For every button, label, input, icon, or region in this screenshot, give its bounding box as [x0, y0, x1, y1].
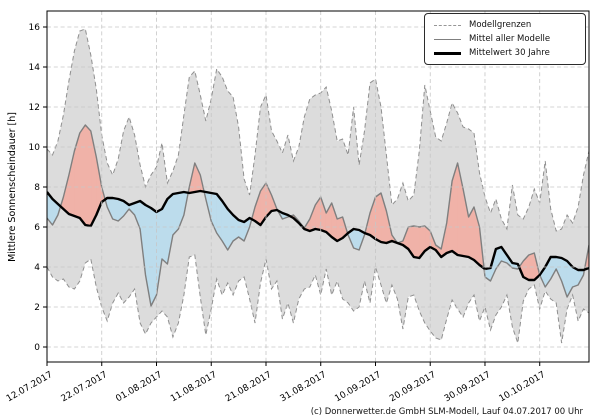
model-range-fill: [47, 29, 589, 343]
legend-label: Modellgrenzen: [469, 20, 532, 30]
y-axis-title: Mittlere Sonnenscheindauer [h]: [7, 112, 18, 262]
y-tick-label: 16: [29, 23, 41, 33]
legend-item-modellgrenzen: Modellgrenzen: [434, 20, 576, 30]
dashed-line-swatch-icon: [434, 24, 461, 26]
copyright-caption: (c) Donnerwetter.de GmbH SLM-Modell, Lau…: [311, 407, 584, 417]
x-tick-label: 01.08.2017: [114, 370, 164, 404]
x-tick-label: 31.08.2017: [279, 370, 329, 404]
gray-line-swatch-icon: [434, 38, 461, 40]
y-tick-label: 14: [29, 63, 41, 73]
legend-item-mittel-aller-modelle: Mittel aller Modelle: [434, 34, 576, 44]
x-tick-label: 22.07.2017: [60, 370, 110, 404]
y-tick-label: 8: [34, 183, 40, 193]
mean-30y-line: [47, 189, 589, 282]
y-tick-labels: 0 2 4 6 8 10 12 14 16: [29, 23, 41, 353]
clipped-series: [47, 28, 589, 344]
y-tick-label: 4: [34, 263, 40, 273]
model-upper-boundary-line: [47, 28, 589, 232]
legend-item-mittelwert-30-jahre: Mittelwert 30 Jahre: [434, 48, 576, 58]
y-tick-label: 0: [34, 343, 40, 353]
x-tick-labels: 12.07.2017 22.07.2017 01.08.2017 11.08.2017…: [5, 370, 547, 404]
x-tick-label: 12.07.2017: [5, 370, 55, 404]
y-tick-label: 2: [34, 303, 40, 313]
legend-label: Mittel aller Modelle: [469, 34, 551, 44]
x-tick-label: 20.09.2017: [388, 370, 438, 404]
x-tick-label: 10.09.2017: [333, 370, 383, 404]
legend: Modellgrenzen Mittel aller Modelle Mitte…: [424, 13, 586, 65]
x-tick-label: 11.08.2017: [169, 370, 219, 404]
y-tick-label: 6: [34, 223, 40, 233]
gridlines: [46, 11, 589, 362]
model-lower-boundary-line: [47, 254, 589, 344]
y-tick-label: 12: [29, 103, 40, 113]
x-tick-label: 30.09.2017: [443, 370, 493, 404]
legend-label: Mittelwert 30 Jahre: [469, 48, 550, 58]
axis-ticks: [43, 26, 541, 366]
plot-layers: 0 2 4 6 8 10 12 14 16 12.07.2017 22.07.2017 01.08.2…: [5, 10, 590, 404]
y-tick-label: 10: [29, 143, 41, 153]
x-tick-label: 10.10.2017: [498, 370, 548, 404]
x-tick-label: 21.08.2017: [224, 370, 274, 404]
model-mean-line: [47, 124, 589, 307]
black-line-swatch-icon: [434, 51, 461, 55]
